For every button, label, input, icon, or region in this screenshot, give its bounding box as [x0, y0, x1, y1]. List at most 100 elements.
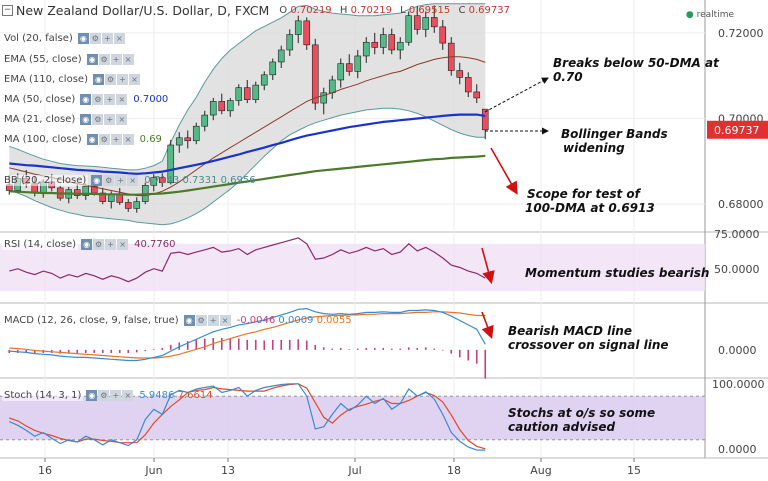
- indicator-row-macd[interactable]: MACD (12, 26, close, 9, false, true) ◉ ⚙ +…: [2, 314, 352, 327]
- settings-icon[interactable]: ⚙: [92, 114, 104, 125]
- candle-body: [184, 137, 192, 142]
- indicator-label: RSI (14, close): [2, 239, 79, 250]
- macd-histogram-bar: [110, 349, 113, 353]
- stoch-k-line: [9, 383, 486, 451]
- macd-histogram-bar: [271, 339, 274, 350]
- settings-icon[interactable]: ⚙: [103, 175, 115, 186]
- stoch-tick-label: 0.0000: [718, 443, 757, 456]
- indicator-row-vol[interactable]: Vol (20, false) ◉ ⚙ + ×: [2, 32, 126, 45]
- macd-histogram-bar: [297, 339, 300, 350]
- eye-icon[interactable]: ◉: [86, 54, 98, 65]
- macd-histogram-bar: [152, 349, 155, 350]
- ma100-value: 0.69: [139, 134, 162, 145]
- settings-icon[interactable]: ⚙: [98, 390, 110, 401]
- close-icon[interactable]: ×: [117, 239, 129, 250]
- annotation-stoch-caution: Stochs at o/s so some caution advised: [508, 406, 656, 434]
- add-icon[interactable]: +: [104, 114, 116, 125]
- candle-body: [167, 144, 175, 184]
- add-icon[interactable]: +: [101, 33, 113, 44]
- indicator-label: MACD (12, 26, close, 9, false, true): [2, 315, 181, 326]
- eye-icon[interactable]: ◉: [86, 390, 98, 401]
- eye-icon[interactable]: ◉: [183, 315, 195, 326]
- eye-icon[interactable]: ◉: [91, 175, 103, 186]
- candle-body: [422, 17, 430, 30]
- close-icon[interactable]: ×: [122, 134, 134, 145]
- ma50-value: 0.7000: [133, 94, 169, 105]
- close-icon[interactable]: ×: [127, 175, 139, 186]
- annotation-scope-100dma: Scope for test of 100-DMA at 0.6913: [525, 187, 655, 215]
- macd-histogram-bar: [382, 348, 385, 350]
- stoch-tick-label: 100.0000: [712, 378, 765, 391]
- indicator-row-ema110[interactable]: EMA (110, close) ◉ ⚙ + ×: [2, 73, 141, 86]
- add-icon[interactable]: +: [115, 175, 127, 186]
- candle-body: [337, 63, 345, 81]
- add-icon[interactable]: +: [110, 134, 122, 145]
- close-icon[interactable]: ×: [122, 54, 134, 65]
- eye-icon[interactable]: ◉: [86, 134, 98, 145]
- bb-values: 0.7143 0.7331 0.6956: [144, 175, 256, 186]
- indicator-row-stoch[interactable]: Stoch (14, 3, 1) ◉ ⚙ + × 5.9486 7.6614: [2, 389, 213, 402]
- macd-histogram-bar: [373, 348, 376, 350]
- add-icon[interactable]: +: [207, 315, 219, 326]
- candle-body: [294, 20, 302, 35]
- indicator-row-rsi[interactable]: RSI (14, close) ◉ ⚙ + × 40.7760: [2, 238, 175, 251]
- add-icon[interactable]: +: [105, 239, 117, 250]
- eye-icon[interactable]: ◉: [80, 114, 92, 125]
- macd-histogram-bar: [407, 347, 410, 350]
- settings-icon[interactable]: ⚙: [93, 239, 105, 250]
- candle-body: [379, 34, 387, 48]
- annotation-breaks-50dma: Breaks below 50-DMA at 0.70: [553, 56, 719, 84]
- eye-icon[interactable]: ◉: [77, 33, 89, 44]
- macd-histogram-bar: [475, 349, 478, 364]
- candle-body: [456, 70, 464, 78]
- macd-histogram-bar: [93, 349, 96, 353]
- close-icon[interactable]: ×: [116, 94, 128, 105]
- price-tick-label: 0.72000: [718, 27, 764, 40]
- indicator-row-bb[interactable]: BB (20, 2, close) ◉ ⚙ + × 0.7143 0.7331 0.6…: [2, 174, 256, 187]
- settings-icon[interactable]: ⚙: [98, 134, 110, 145]
- candle-body: [320, 92, 328, 104]
- ma50-line: [9, 113, 486, 175]
- indicator-row-ma21[interactable]: MA (21, close) ◉ ⚙ + ×: [2, 113, 128, 126]
- candle-body: [82, 185, 90, 196]
- add-icon[interactable]: +: [104, 94, 116, 105]
- settings-icon[interactable]: ⚙: [89, 33, 101, 44]
- eye-icon[interactable]: ◉: [92, 74, 104, 85]
- candle-body: [464, 77, 472, 93]
- close-icon[interactable]: ×: [116, 114, 128, 125]
- indicator-row-ma50[interactable]: MA (50, close) ◉ ⚙ + × 0.7000: [2, 93, 168, 106]
- add-icon[interactable]: +: [110, 54, 122, 65]
- settings-icon[interactable]: ⚙: [92, 94, 104, 105]
- macd-histogram-bar: [178, 342, 181, 350]
- macd-histogram-bar: [67, 349, 70, 354]
- macd-histogram-bar: [33, 349, 36, 353]
- macd-histogram-bar: [101, 349, 104, 353]
- collapse-icon[interactable]: −: [2, 4, 13, 16]
- close-icon[interactable]: ×: [128, 74, 140, 85]
- indicator-row-ema55[interactable]: EMA (55, close) ◉ ⚙ + ×: [2, 53, 135, 66]
- close-icon[interactable]: ×: [219, 315, 231, 326]
- settings-icon[interactable]: ⚙: [98, 54, 110, 65]
- settings-icon[interactable]: ⚙: [195, 315, 207, 326]
- macd-histogram-bar: [144, 349, 147, 352]
- macd-histogram-bar: [161, 348, 164, 350]
- settings-icon[interactable]: ⚙: [104, 74, 116, 85]
- candle-body: [405, 15, 413, 43]
- macd-histogram-bar: [339, 348, 342, 350]
- eye-icon[interactable]: ◉: [81, 239, 93, 250]
- bollinger-lower-line: [9, 107, 486, 226]
- indicator-row-ma100[interactable]: MA (100, close) ◉ ⚙ + × 0.69: [2, 133, 162, 146]
- add-icon[interactable]: +: [110, 390, 122, 401]
- macd-histogram-bar: [229, 338, 232, 350]
- macd-histogram-bar: [25, 349, 28, 353]
- time-tick-label: Jun: [144, 464, 162, 477]
- add-icon[interactable]: +: [116, 74, 128, 85]
- realtime-indicator: ● realtime: [685, 10, 734, 20]
- indicator-label: MA (21, close): [2, 114, 78, 125]
- close-icon[interactable]: ×: [122, 390, 134, 401]
- close-icon[interactable]: ×: [113, 33, 125, 44]
- time-tick-label: 18: [447, 464, 461, 477]
- macd-histogram-bar: [246, 339, 249, 350]
- eye-icon[interactable]: ◉: [80, 94, 92, 105]
